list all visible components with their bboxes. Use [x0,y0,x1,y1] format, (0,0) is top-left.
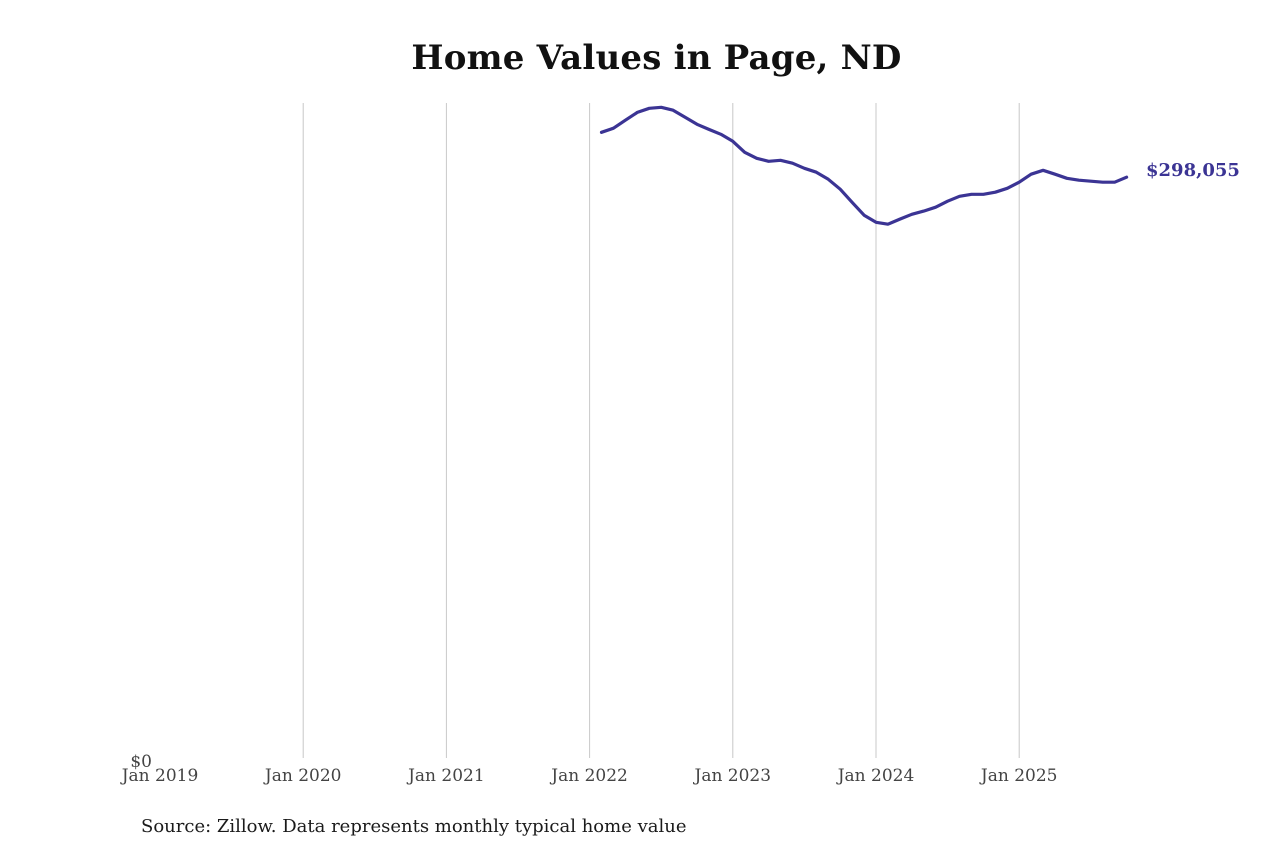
x-axis-tick-labels: Jan 2019 Jan 2020 Jan 2021 Jan 2022 Jan 2023… [120,766,1058,786]
chart-title: Home Values in Page, ND [411,38,902,78]
x-tick-label: Jan 2021 [406,766,485,786]
gridlines [302,103,1020,758]
y-axis-zero-label: $0 [130,752,152,772]
x-tick-label: Jan 2019 [120,766,199,786]
source-note: Source: Zillow. Data represents monthly … [141,816,687,837]
x-tick-label: Jan 2023 [693,766,772,786]
latest-value-label: $298,055 [1146,160,1240,181]
x-tick-label: Jan 2025 [979,766,1058,786]
home-value-line [599,105,1129,226]
x-tick-label: Jan 2024 [836,766,915,786]
x-tick-label: Jan 2020 [263,766,342,786]
x-tick-label: Jan 2022 [549,766,628,786]
